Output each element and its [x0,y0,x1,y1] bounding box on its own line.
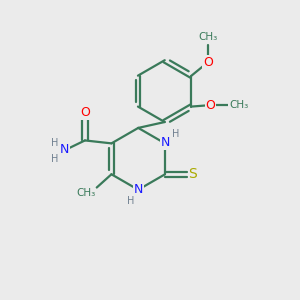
Text: CH₃: CH₃ [76,188,95,198]
Text: S: S [189,167,197,181]
Text: CH₃: CH₃ [229,100,248,110]
Text: N: N [60,143,69,156]
Text: H: H [172,129,180,139]
Text: H: H [51,138,58,148]
Text: H: H [127,196,134,206]
Text: N: N [161,136,170,149]
Text: N: N [134,183,143,196]
Text: H: H [51,154,58,164]
Text: O: O [203,56,213,69]
Text: O: O [80,106,90,119]
Text: CH₃: CH₃ [198,32,218,42]
Text: O: O [206,99,216,112]
